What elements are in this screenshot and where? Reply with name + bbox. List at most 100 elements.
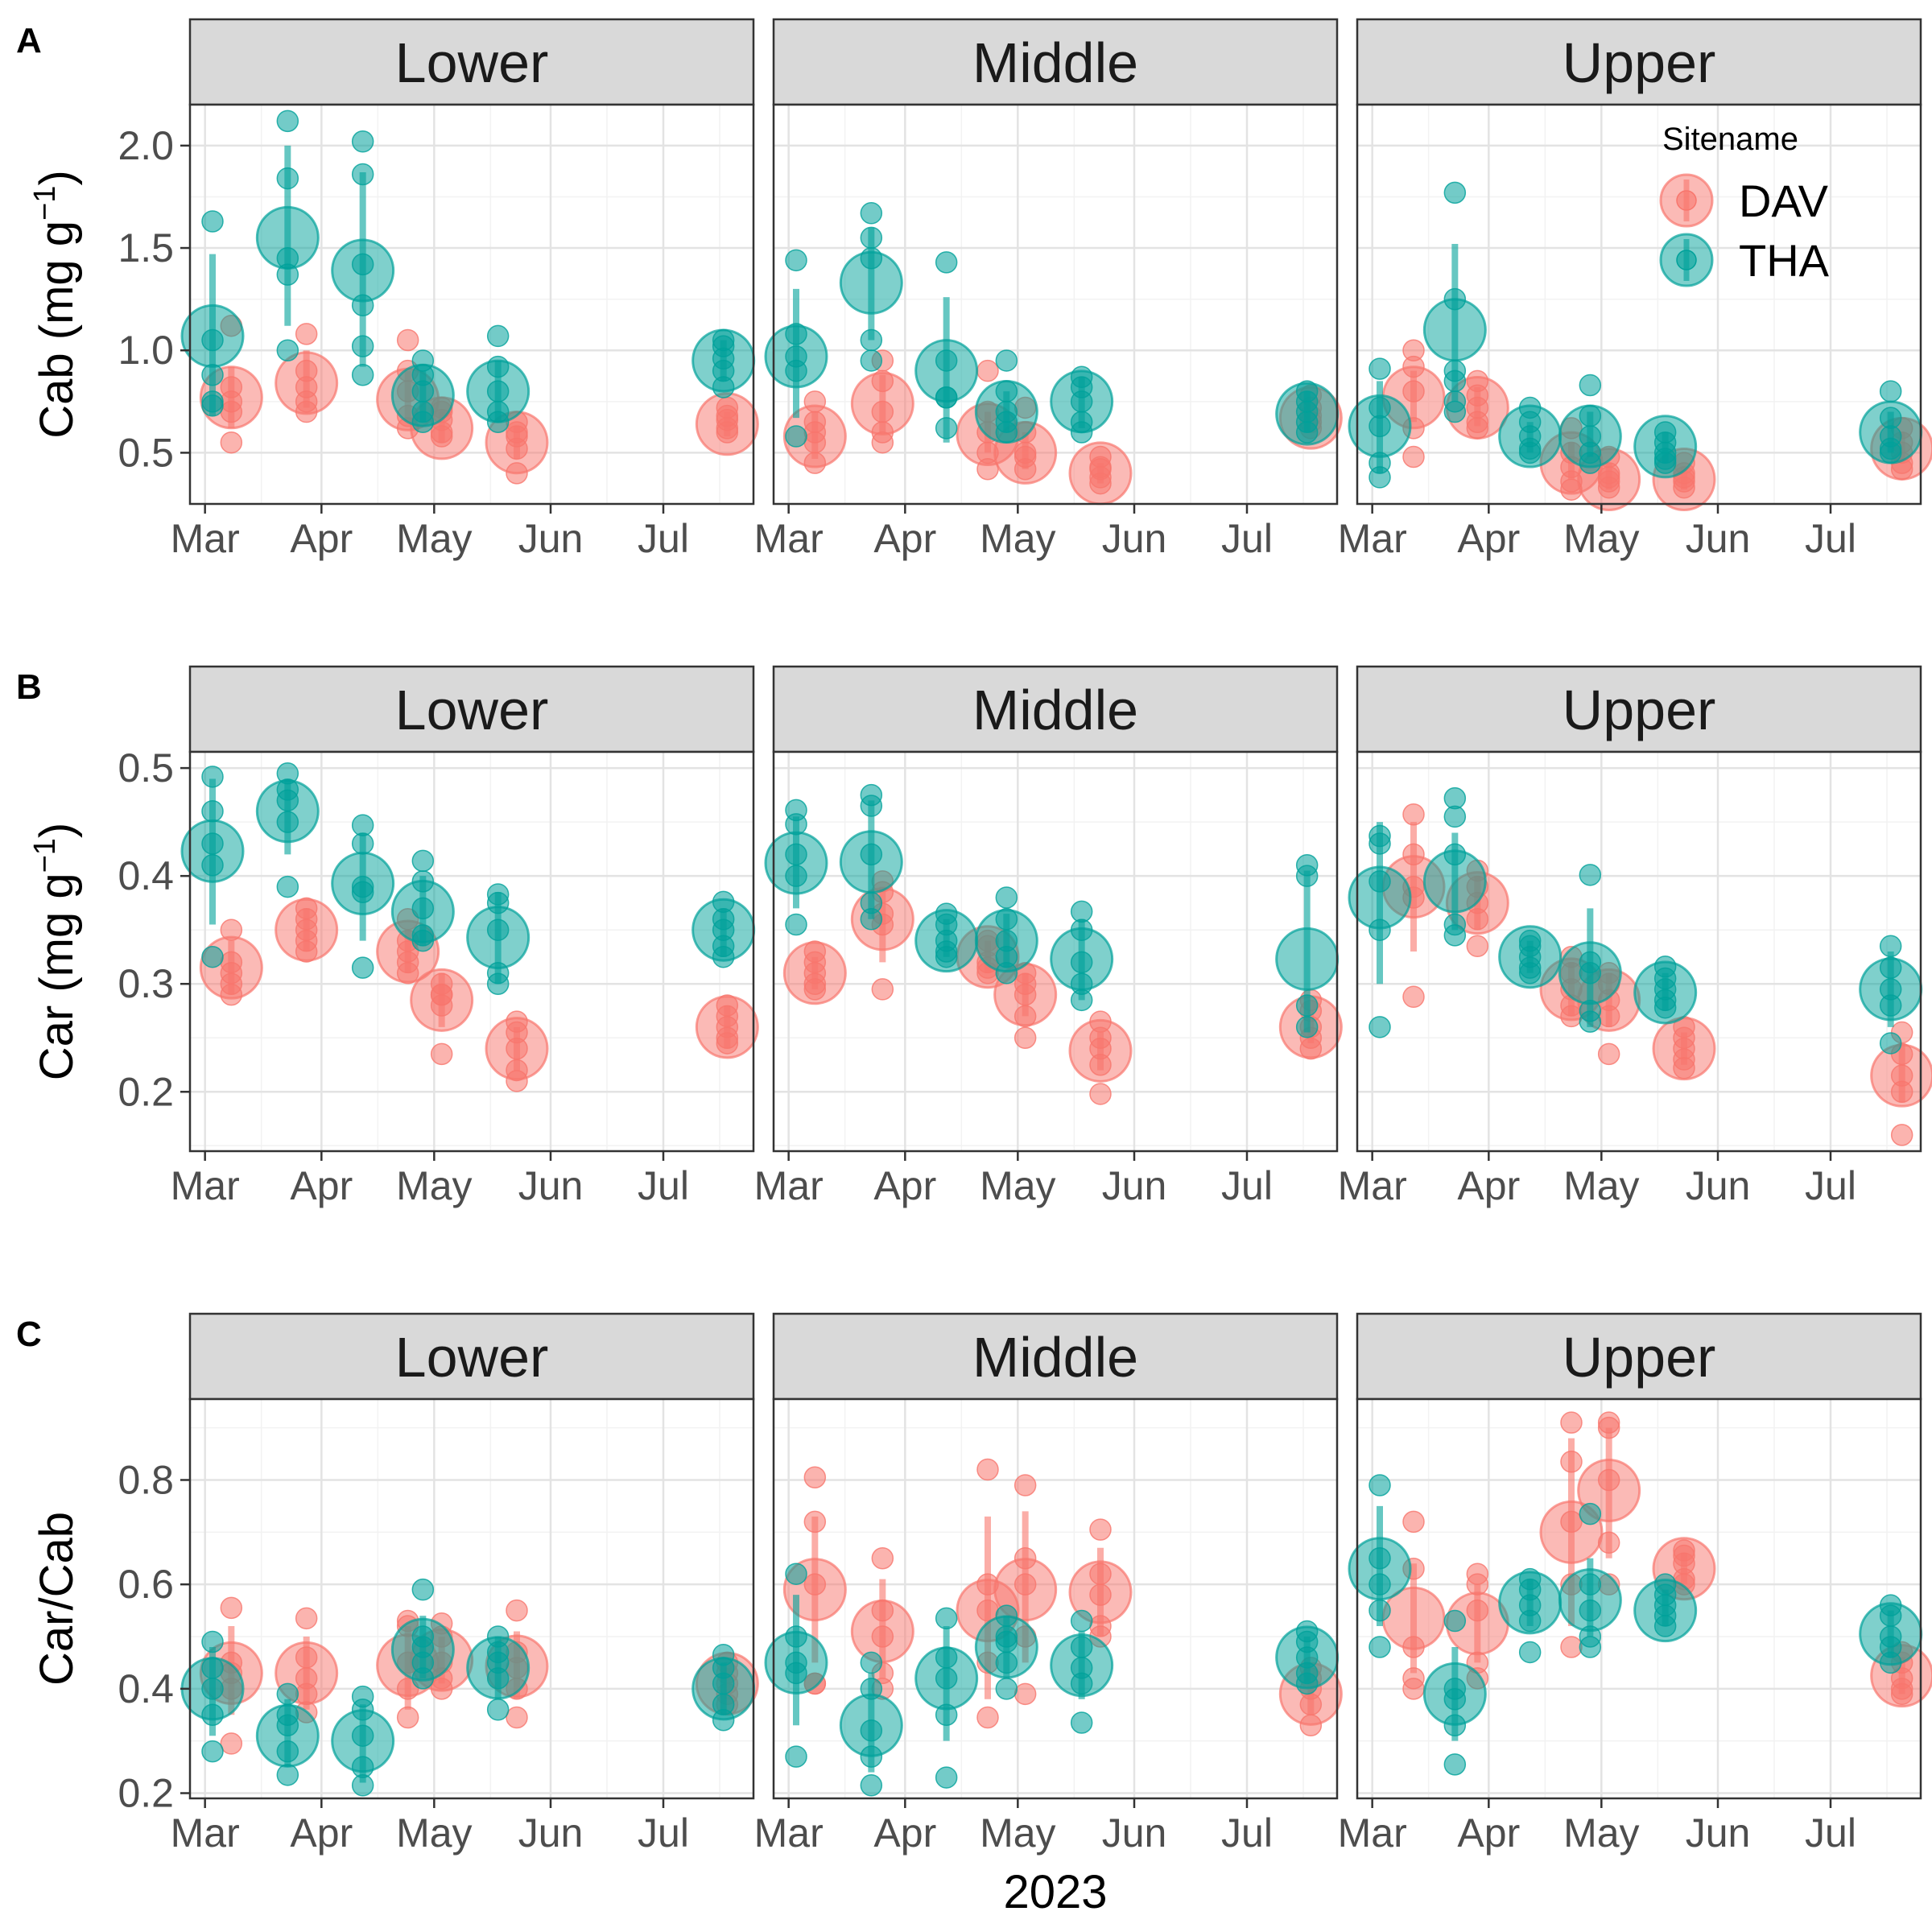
data-point	[860, 1774, 883, 1797]
facet-strip-label: Upper	[1563, 679, 1716, 741]
data-point	[201, 1740, 224, 1763]
data-point	[430, 425, 453, 448]
data-group-tha	[914, 902, 979, 973]
data-point	[1013, 445, 1037, 469]
panel-row-a: A Cab (mg g−1) Lower Mar Apr May Jun Jul 0.5 1.0 1…	[16, 18, 1932, 561]
data-point	[1443, 369, 1467, 393]
data-point	[396, 1706, 419, 1729]
panel-border	[188, 103, 755, 506]
data-point	[276, 1682, 299, 1706]
x-tick-label: Apr	[290, 1163, 353, 1208]
data-point	[785, 425, 807, 448]
data-point	[430, 1678, 453, 1700]
data-point	[935, 1703, 958, 1727]
data-group-tha	[1558, 864, 1622, 1033]
data-point	[411, 380, 435, 402]
data-group-tha	[974, 886, 1038, 985]
data-point	[860, 1745, 883, 1768]
data-point	[201, 394, 224, 417]
data-point	[1466, 935, 1489, 958]
x-tick-label: Jul	[1805, 516, 1856, 561]
data-point	[486, 411, 510, 434]
data-point	[201, 210, 224, 233]
data-group-tha	[180, 1630, 245, 1763]
data-point	[506, 1599, 528, 1622]
data-group-tha	[390, 849, 455, 952]
data-point	[1653, 452, 1677, 474]
facet-strip	[1356, 665, 1922, 753]
y-tick-label: 0.3	[118, 961, 174, 1006]
data-group-tha	[1050, 365, 1114, 444]
panel-border	[1356, 1397, 1922, 1800]
data-point	[1443, 1714, 1467, 1736]
data-point	[1089, 1054, 1112, 1076]
data-point	[1443, 843, 1467, 866]
facet-a-middle: Middle Mar Apr May Jun Jul	[754, 18, 1343, 561]
data-point	[1368, 466, 1391, 489]
data-point	[871, 369, 894, 393]
x-tick-label: Apr	[1457, 1810, 1520, 1856]
data-point	[1089, 1563, 1112, 1585]
data-point	[351, 1774, 374, 1797]
data-group-tha	[839, 1651, 903, 1797]
data-point	[220, 1596, 243, 1620]
data-point	[1579, 1599, 1602, 1622]
x-tick-label: Apr	[290, 1810, 353, 1856]
data-point	[201, 328, 224, 352]
panel-border	[1356, 103, 1922, 506]
data-group-tha	[331, 130, 395, 386]
facet-strip-label: Middle	[972, 1326, 1138, 1389]
data-point	[486, 891, 510, 914]
data-group-tha	[1422, 181, 1487, 423]
data-point	[871, 400, 894, 423]
x-tick-label: Apr	[290, 516, 353, 561]
data-point	[785, 249, 807, 272]
data-point	[1368, 1016, 1391, 1038]
data-group-tha	[691, 328, 756, 398]
data-point	[201, 799, 224, 823]
data-point	[201, 1657, 224, 1679]
data-point	[276, 789, 299, 812]
data-point	[1518, 1641, 1542, 1664]
data-point	[411, 411, 435, 434]
data-layer	[1348, 181, 1932, 511]
data-point	[411, 929, 435, 952]
facet-strip	[188, 18, 755, 106]
data-point	[220, 1732, 243, 1755]
x-tick-label: Jun	[518, 1163, 584, 1208]
data-point	[871, 978, 894, 1001]
x-tick-label: Mar	[171, 1810, 240, 1856]
y-tick-label: 2.0	[118, 123, 174, 168]
data-group-dav	[485, 1010, 549, 1092]
data-layer	[180, 1578, 759, 1797]
facet-strip	[188, 665, 755, 753]
data-point	[1579, 1573, 1602, 1596]
data-point	[1579, 864, 1602, 886]
facet-a-lower: Lower Mar Apr May Jun Jul 0.5 1.0 1.5 2.0	[118, 18, 759, 561]
data-point	[1368, 357, 1391, 380]
data-point	[785, 813, 807, 836]
x-tick-label: Jul	[1805, 1810, 1856, 1856]
data-point	[201, 364, 224, 386]
data-point	[351, 335, 374, 357]
x-tick-label: Jun	[518, 1810, 584, 1856]
data-group-tha	[180, 766, 245, 968]
data-point	[1518, 1609, 1542, 1633]
data-point	[995, 1630, 1018, 1653]
facet-strip-label: Lower	[395, 1326, 549, 1389]
x-tick-label: Apr	[873, 516, 936, 561]
data-point	[276, 339, 299, 361]
x-tick-label: May	[396, 1163, 472, 1208]
y-tick-label: 0.6	[118, 1562, 174, 1607]
data-point	[1890, 1080, 1913, 1104]
y-axis-title: Car/Cab	[31, 1512, 83, 1686]
panel-border	[772, 750, 1339, 1153]
data-point	[276, 167, 299, 190]
data-point	[295, 940, 318, 963]
data-point	[1579, 452, 1602, 474]
facet-strip	[772, 665, 1339, 753]
data-point	[1443, 181, 1467, 204]
data-point	[785, 843, 807, 866]
data-group-tha	[839, 202, 903, 372]
